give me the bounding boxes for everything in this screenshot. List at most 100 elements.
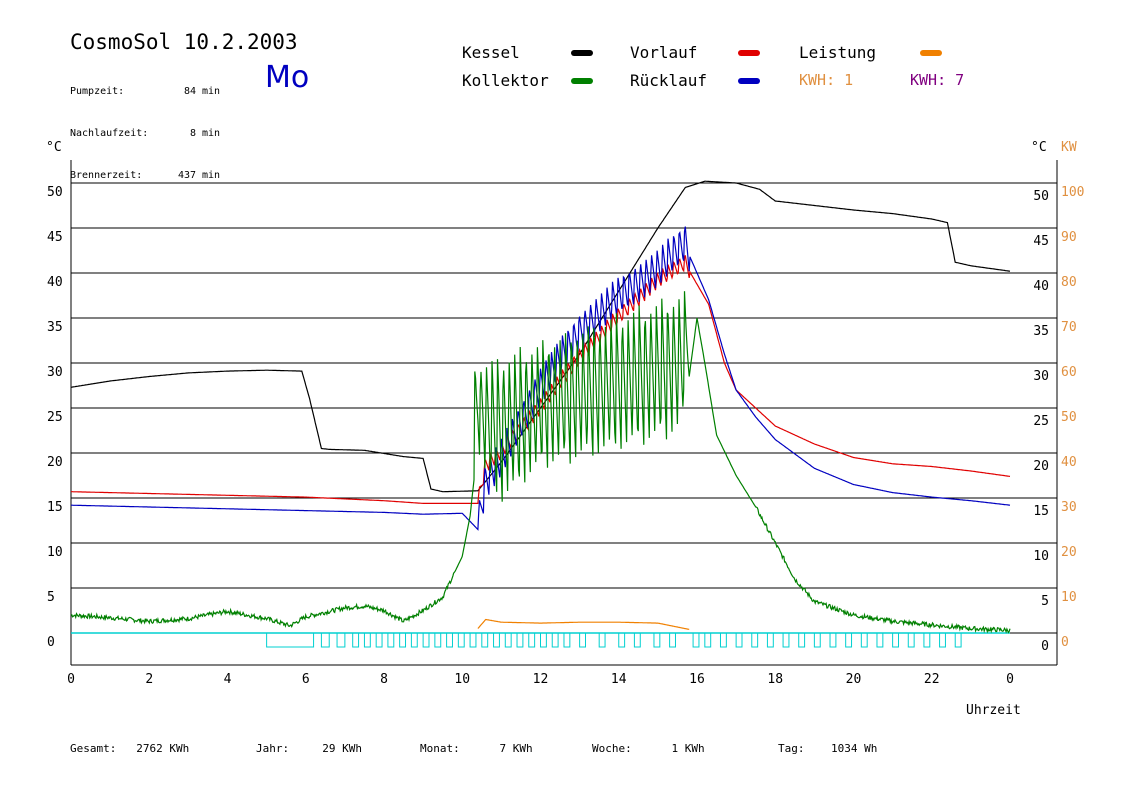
pump-segment (363, 632, 371, 648)
pump-segment (540, 632, 547, 648)
stat-value: 8 (189, 128, 196, 139)
series-line-kollektor (70, 291, 1011, 634)
footer-label: Jahr: (256, 742, 290, 755)
y-tick-kw: 40 (1061, 455, 1077, 470)
pump-segment (320, 632, 330, 648)
legend-kwh7: KWH: 7 (910, 71, 965, 89)
stat-value: 84 (183, 86, 196, 97)
x-tick: 14 (611, 672, 627, 687)
x-tick: 2 (145, 672, 153, 687)
stat-label: Brennerzeit: (70, 170, 143, 181)
y-tick-kw: 10 (1061, 590, 1077, 605)
x-tick: 8 (380, 672, 388, 687)
y-tick-right: 25 (1033, 414, 1049, 429)
y-axis-left-label: °C (46, 140, 62, 155)
footer-tag: Tag: 1034 Wh (778, 742, 877, 755)
series-lines (70, 180, 1011, 634)
series-line-vorlauf (71, 255, 1011, 504)
pump-segment (422, 632, 430, 648)
footer-value: 2762 KWh (136, 742, 190, 755)
legend-ruecklauf-label: Rücklauf (630, 71, 708, 90)
x-tick: 12 (533, 672, 549, 687)
y-axis-right-label: °C (1031, 140, 1047, 155)
weekday-label: Mo (265, 60, 310, 95)
pump-segment (336, 632, 346, 648)
y-tick-left: 45 (47, 230, 63, 245)
y-tick-left: 15 (47, 500, 63, 515)
stat-unit: min (202, 170, 221, 181)
pump-segment (563, 632, 571, 648)
pump-segment (434, 632, 442, 648)
y-tick-left: 10 (47, 545, 63, 560)
legend-leistung-swatch (920, 50, 942, 56)
y-tick-kw: 90 (1061, 230, 1077, 245)
y-tick-right: 35 (1033, 324, 1049, 339)
pump-segment (551, 632, 559, 648)
x-tick: 0 (1006, 672, 1014, 687)
stat-row-nachlaufzeit: Nachlaufzeit: 8 min (70, 127, 220, 141)
pump-segment (516, 632, 524, 648)
footer-label: Gesamt: (70, 742, 117, 755)
pump-segment (751, 632, 759, 648)
y-tick-kw: 60 (1061, 365, 1077, 380)
y-tick-right: 50 (1033, 189, 1049, 204)
y-tick-kw: 100 (1061, 185, 1084, 200)
y-tick-right: 40 (1033, 279, 1049, 294)
footer-monat: Monat: 7 KWh (420, 742, 533, 755)
y-tick-right: 5 (1041, 594, 1049, 609)
y-tick-left: 25 (47, 410, 63, 425)
x-tick: 16 (689, 672, 705, 687)
pump-segment (481, 632, 489, 648)
y-tick-kw: 70 (1061, 320, 1077, 335)
pump-indicator (71, 632, 1010, 648)
pump-segment (457, 632, 465, 648)
series-line-leistung (477, 618, 690, 630)
grid-lines (71, 182, 1057, 589)
pump-segment (704, 632, 712, 648)
pump-segment (410, 632, 418, 648)
pump-segment (892, 632, 899, 648)
footer-value: 1034 Wh (831, 742, 878, 755)
footer-label: Monat: (420, 742, 460, 755)
pump-segment (719, 632, 727, 648)
y-tick-kw: 0 (1061, 635, 1069, 650)
pump-segment (352, 632, 360, 648)
y-tick-right: 15 (1033, 504, 1049, 519)
tick-labels: 0510152025303540455005101520253035404550… (47, 185, 1084, 687)
x-axis-label: Uhrzeit (966, 703, 1021, 718)
y-tick-left: 40 (47, 275, 63, 290)
y-tick-left: 30 (47, 365, 63, 380)
pump-segment (375, 632, 383, 648)
x-tick: 20 (846, 672, 862, 687)
footer-jahr: Jahr: 29 KWh (256, 742, 362, 755)
pump-segment (829, 632, 837, 648)
footer-value: 29 KWh (322, 742, 362, 755)
footer-gesamt: Gesamt: 2762 KWh (70, 742, 189, 755)
legend-kwh1: KWH: 1 (799, 71, 854, 89)
series-line-ruecklauf (71, 226, 1011, 531)
stat-label: Nachlaufzeit: (70, 128, 149, 139)
stat-value: 437 (177, 170, 196, 181)
legend-kollektor-swatch (571, 78, 593, 84)
pump-segment (782, 632, 790, 648)
y-tick-right: 0 (1041, 639, 1049, 654)
y-axis-kw-label: KW (1061, 140, 1077, 155)
pump-segment (692, 632, 700, 648)
footer-label: Woche: (592, 742, 632, 755)
y-tick-kw: 80 (1061, 275, 1077, 290)
stats-block: Pumpzeit: 84 min Nachlaufzeit: 8 min Brenner… (70, 57, 220, 197)
legend-vorlauf-swatch (738, 50, 760, 56)
series-line-kessel (70, 180, 1011, 493)
pump-segment (860, 632, 868, 648)
footer-label: Tag: (778, 742, 805, 755)
y-tick-left: 35 (47, 320, 63, 335)
y-tick-right: 20 (1033, 459, 1049, 474)
footer-woche: Woche: 1 KWh (592, 742, 705, 755)
pump-segment (876, 632, 884, 648)
axes (70, 160, 1058, 666)
stat-row-pumpzeit: Pumpzeit: 84 min (70, 85, 220, 99)
x-tick: 10 (454, 672, 470, 687)
y-tick-kw: 20 (1061, 545, 1077, 560)
stat-unit: min (202, 86, 221, 97)
